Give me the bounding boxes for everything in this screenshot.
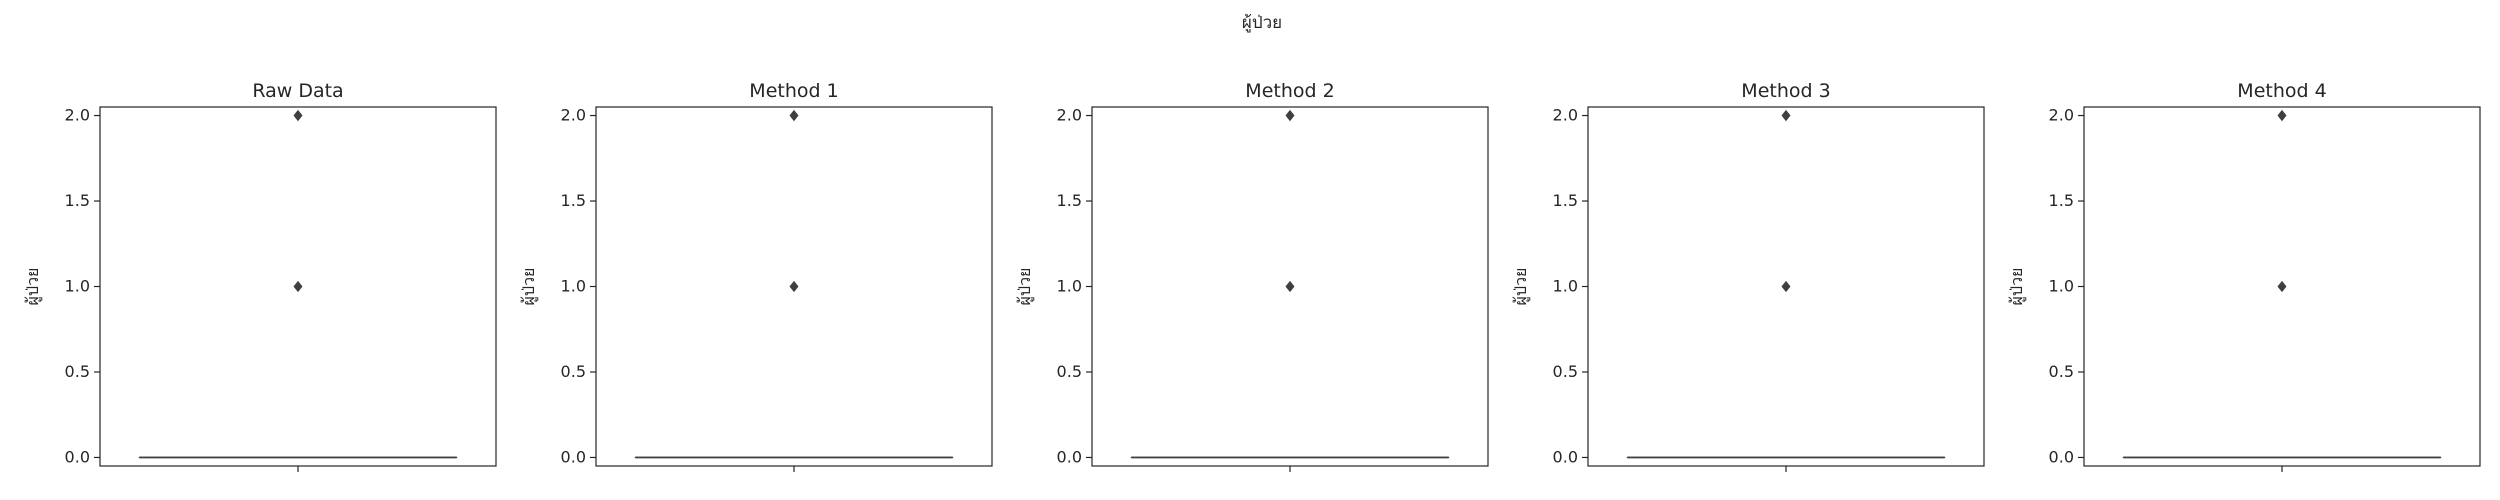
y-tick-label: 0.5 — [1057, 362, 1082, 381]
y-tick-label: 1.0 — [1553, 277, 1578, 296]
panel-title: Method 1 — [749, 80, 838, 102]
outlier-point — [2277, 280, 2287, 293]
y-tick-label: 2.0 — [2049, 106, 2074, 125]
outlier-point — [1285, 109, 1295, 122]
panel-2: Method 1 0.0 0.5 1.0 1.5 2.0 ผู้ป่วย — [519, 80, 993, 472]
y-tick-label: 2.0 — [561, 106, 586, 125]
y-tick-label: 0.5 — [1553, 362, 1578, 381]
outlier-point — [789, 280, 799, 293]
y-tick-label: 0.0 — [1057, 447, 1082, 466]
y-tick-label: 0.5 — [561, 362, 586, 381]
y-axis-label: ผู้ป่วย — [2007, 268, 2027, 306]
panel-5: Method 4 0.0 0.5 1.0 1.5 2.0 ผู้ป่วย — [2007, 80, 2481, 472]
y-axis-label: ผู้ป่วย — [519, 268, 539, 306]
panel-1: Raw Data 0.0 0.5 1.0 1.5 2.0 ผู้ป่วย — [23, 80, 497, 472]
y-tick-label: 1.0 — [1057, 277, 1082, 296]
outlier-point — [2277, 109, 2287, 122]
panel-title: Method 2 — [1245, 80, 1334, 102]
outlier-point — [1781, 280, 1791, 293]
outlier-point — [1781, 109, 1791, 122]
panel-4: Method 3 0.0 0.5 1.0 1.5 2.0 ผู้ป่วย — [1511, 80, 1985, 472]
y-tick-label: 1.5 — [1553, 191, 1578, 210]
y-tick-label: 1.5 — [1057, 191, 1082, 210]
outlier-point — [789, 109, 799, 122]
panel-title: Raw Data — [252, 80, 343, 102]
y-tick-label: 0.5 — [2049, 362, 2074, 381]
y-tick-label: 0.0 — [65, 447, 90, 466]
y-tick-label: 2.0 — [65, 106, 90, 125]
y-tick-label: 1.5 — [65, 191, 90, 210]
y-axis-label: ผู้ป่วย — [1015, 268, 1035, 306]
y-tick-label: 0.0 — [561, 447, 586, 466]
y-tick-label: 1.0 — [2049, 277, 2074, 296]
panel-3: Method 2 0.0 0.5 1.0 1.5 2.0 ผู้ป่วย — [1015, 80, 1489, 472]
panel-title: Method 4 — [2237, 80, 2326, 102]
y-tick-label: 0.0 — [1553, 447, 1578, 466]
y-tick-label: 1.0 — [65, 277, 90, 296]
panels: Raw Data 0.0 0.5 1.0 1.5 2.0 ผู้ป่วย Method 1 0.… — [23, 80, 2481, 472]
y-axis-label: ผู้ป่วย — [23, 268, 43, 306]
figure-suptitle: ผู้ป่วย — [1242, 13, 1282, 33]
y-tick-label: 0.0 — [2049, 447, 2074, 466]
y-axis-label: ผู้ป่วย — [1511, 268, 1531, 306]
y-tick-label: 1.5 — [561, 191, 586, 210]
outlier-point — [293, 109, 303, 122]
outlier-point — [293, 280, 303, 293]
outlier-point — [1285, 280, 1295, 293]
y-tick-label: 2.0 — [1553, 106, 1578, 125]
y-tick-label: 2.0 — [1057, 106, 1082, 125]
y-tick-label: 1.0 — [561, 277, 586, 296]
panel-title: Method 3 — [1741, 80, 1830, 102]
y-tick-label: 0.5 — [65, 362, 90, 381]
y-tick-label: 1.5 — [2049, 191, 2074, 210]
